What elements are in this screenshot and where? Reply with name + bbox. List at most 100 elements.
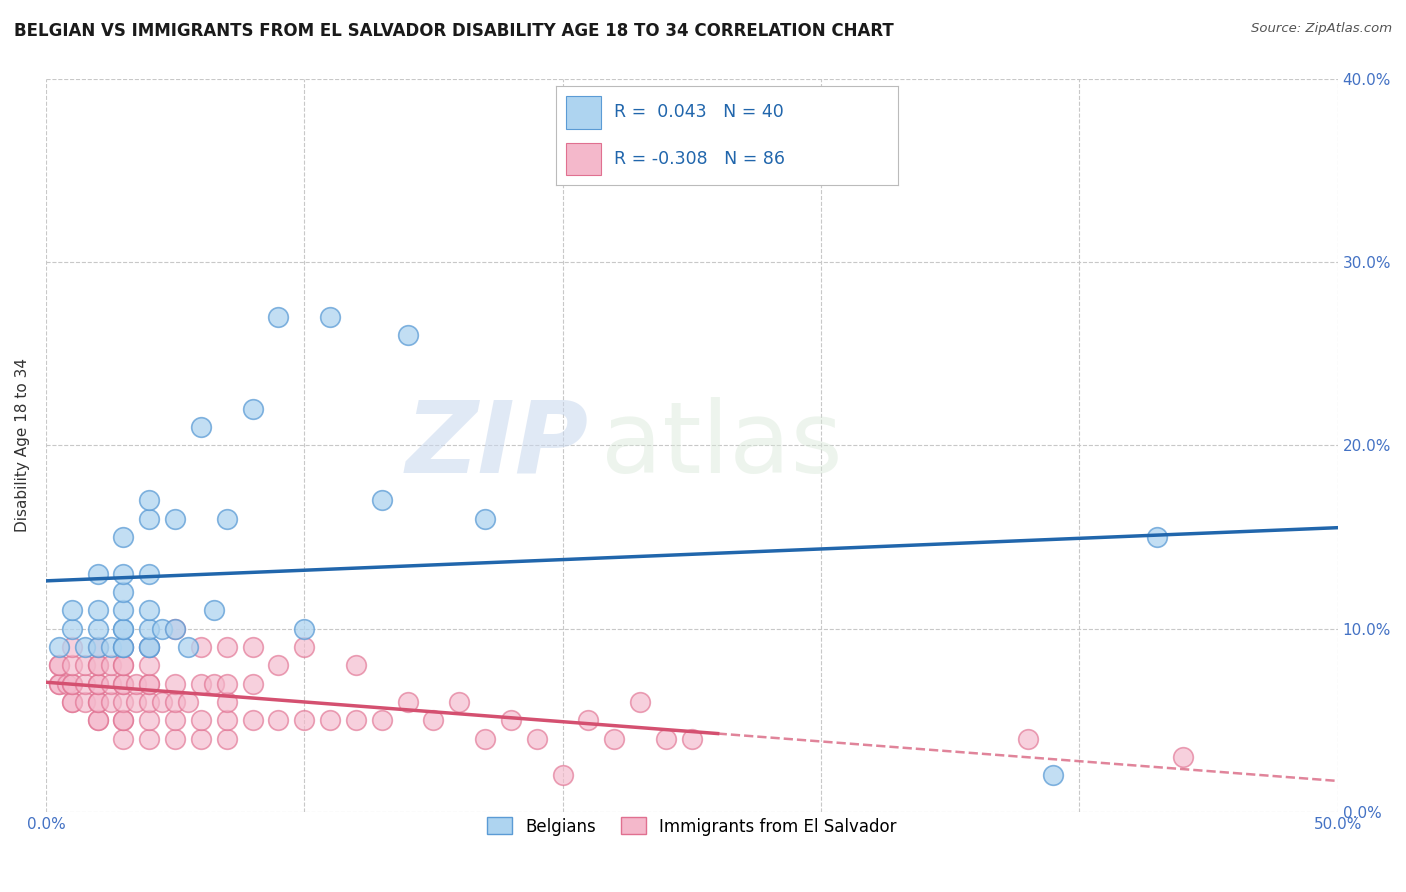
- Point: [73, 676, 96, 690]
- Point: [138, 676, 160, 690]
- Point: [292, 713, 315, 727]
- Point: [112, 530, 135, 544]
- Point: [1171, 750, 1194, 764]
- Point: [138, 640, 160, 654]
- Point: [242, 676, 264, 690]
- Point: [112, 622, 135, 636]
- Point: [86, 658, 108, 673]
- Point: [60, 603, 83, 617]
- Point: [1146, 530, 1168, 544]
- Text: BELGIAN VS IMMIGRANTS FROM EL SALVADOR DISABILITY AGE 18 TO 34 CORRELATION CHART: BELGIAN VS IMMIGRANTS FROM EL SALVADOR D…: [14, 22, 894, 40]
- Point: [100, 640, 122, 654]
- Point: [86, 695, 108, 709]
- Point: [125, 676, 148, 690]
- Text: atlas: atlas: [602, 397, 844, 494]
- Point: [165, 622, 187, 636]
- Point: [48, 640, 70, 654]
- Point: [190, 731, 212, 746]
- Point: [177, 695, 200, 709]
- Point: [125, 695, 148, 709]
- Point: [138, 640, 160, 654]
- Point: [526, 731, 548, 746]
- Point: [112, 658, 135, 673]
- Point: [165, 695, 187, 709]
- Point: [344, 713, 367, 727]
- Point: [60, 695, 83, 709]
- Point: [86, 713, 108, 727]
- Point: [112, 603, 135, 617]
- Point: [112, 676, 135, 690]
- Point: [112, 713, 135, 727]
- Point: [138, 566, 160, 581]
- Point: [499, 713, 522, 727]
- Point: [190, 676, 212, 690]
- Point: [190, 640, 212, 654]
- Point: [86, 622, 108, 636]
- Point: [1017, 731, 1039, 746]
- Point: [48, 658, 70, 673]
- Point: [396, 695, 419, 709]
- Point: [112, 585, 135, 599]
- Point: [86, 603, 108, 617]
- Point: [138, 512, 160, 526]
- Point: [73, 695, 96, 709]
- Point: [215, 713, 238, 727]
- Point: [215, 676, 238, 690]
- Point: [138, 695, 160, 709]
- Point: [177, 640, 200, 654]
- Point: [86, 676, 108, 690]
- Point: [138, 658, 160, 673]
- Point: [215, 640, 238, 654]
- Point: [267, 658, 290, 673]
- Point: [655, 731, 678, 746]
- Point: [60, 622, 83, 636]
- Point: [48, 676, 70, 690]
- Text: Source: ZipAtlas.com: Source: ZipAtlas.com: [1251, 22, 1392, 36]
- Point: [112, 695, 135, 709]
- Point: [242, 401, 264, 416]
- Point: [100, 658, 122, 673]
- Point: [55, 676, 77, 690]
- Point: [86, 640, 108, 654]
- Point: [112, 640, 135, 654]
- Point: [112, 622, 135, 636]
- Point: [100, 676, 122, 690]
- Point: [112, 658, 135, 673]
- Point: [112, 676, 135, 690]
- Point: [292, 622, 315, 636]
- Point: [603, 731, 626, 746]
- Point: [138, 676, 160, 690]
- Point: [138, 493, 160, 508]
- Point: [48, 658, 70, 673]
- Point: [190, 420, 212, 434]
- Point: [60, 695, 83, 709]
- Point: [344, 658, 367, 673]
- Point: [138, 713, 160, 727]
- Point: [371, 493, 394, 508]
- Point: [86, 676, 108, 690]
- Point: [86, 713, 108, 727]
- Point: [474, 512, 496, 526]
- Point: [267, 713, 290, 727]
- Point: [202, 603, 225, 617]
- Point: [202, 676, 225, 690]
- Point: [86, 640, 108, 654]
- Point: [1042, 768, 1064, 782]
- Point: [190, 713, 212, 727]
- Point: [60, 658, 83, 673]
- Point: [319, 310, 342, 325]
- Point: [165, 731, 187, 746]
- Point: [48, 676, 70, 690]
- Point: [422, 713, 444, 727]
- Point: [165, 512, 187, 526]
- Point: [165, 676, 187, 690]
- Point: [100, 695, 122, 709]
- Point: [578, 713, 600, 727]
- Point: [371, 713, 394, 727]
- Point: [628, 695, 651, 709]
- Point: [242, 713, 264, 727]
- Y-axis label: Disability Age 18 to 34: Disability Age 18 to 34: [15, 359, 30, 533]
- Point: [73, 658, 96, 673]
- Point: [112, 640, 135, 654]
- Point: [551, 768, 574, 782]
